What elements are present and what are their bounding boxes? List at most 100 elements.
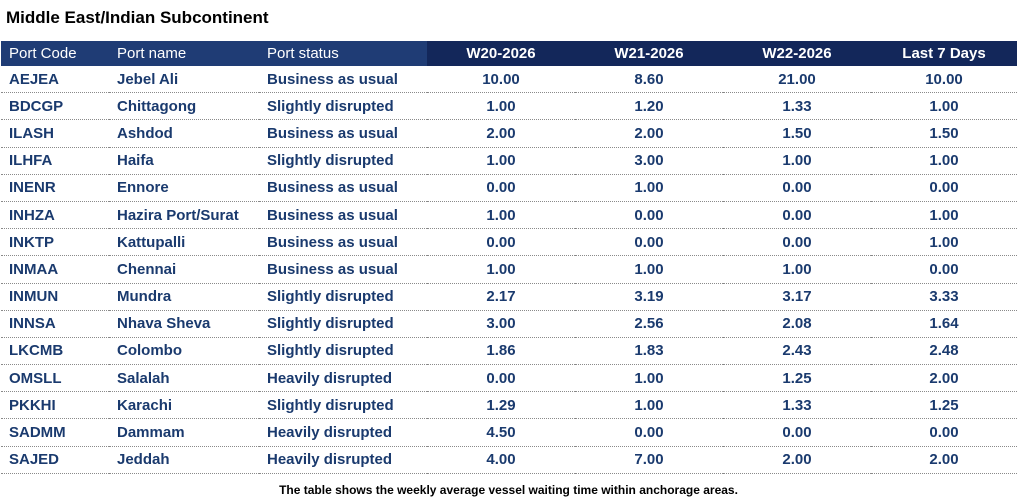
cell-last-7-days: 1.00 [871, 201, 1017, 230]
cell-port-name: Nhava Sheva [109, 310, 259, 338]
cell-port-name: Ennore [109, 174, 259, 202]
header-port-code: Port Code [1, 41, 109, 66]
cell-port-code: ILASH [1, 119, 109, 148]
cell-port-code: ILHFA [1, 147, 109, 175]
table-row: INMAA Chennai Business as usual 1.00 1.00 1.0… [1, 255, 1017, 284]
cell-w20: 1.00 [427, 201, 575, 230]
cell-w20: 1.00 [427, 147, 575, 175]
cell-w22: 2.08 [723, 310, 871, 338]
table-row: SADMM Dammam Heavily disrupted 4.50 0.00 0.00… [1, 418, 1017, 447]
cell-port-status: Slightly disrupted [259, 310, 427, 338]
header-last-7-days: Last 7 Days [871, 41, 1017, 66]
cell-port-code: SAJED [1, 446, 109, 474]
header-w21: W21-2026 [575, 41, 723, 66]
cell-port-status: Heavily disrupted [259, 418, 427, 447]
cell-w22: 3.17 [723, 283, 871, 311]
cell-port-name: Colombo [109, 337, 259, 366]
cell-last-7-days: 0.00 [871, 418, 1017, 447]
cell-port-name: Hazira Port/Surat [109, 201, 259, 230]
cell-port-code: INMUN [1, 283, 109, 311]
cell-w22: 1.33 [723, 391, 871, 420]
cell-w21: 0.00 [575, 418, 723, 447]
table-row: LKCMB Colombo Slightly disrupted 1.86 1.83 2.… [1, 337, 1017, 366]
cell-w21: 8.60 [575, 66, 723, 94]
cell-port-status: Slightly disrupted [259, 391, 427, 420]
cell-w22: 2.43 [723, 337, 871, 366]
table-row: SAJED Jeddah Heavily disrupted 4.00 7.00 2.00… [1, 446, 1017, 474]
cell-last-7-days: 1.50 [871, 119, 1017, 148]
cell-port-status: Business as usual [259, 201, 427, 230]
cell-w22: 2.00 [723, 446, 871, 474]
cell-port-name: Karachi [109, 391, 259, 420]
table-row: INKTP Kattupalli Business as usual 0.00 0.00… [1, 228, 1017, 257]
table-row: INMUN Mundra Slightly disrupted 2.17 3.19 3.1… [1, 283, 1017, 311]
cell-w20: 1.00 [427, 255, 575, 284]
cell-w22: 0.00 [723, 174, 871, 202]
cell-last-7-days: 2.00 [871, 446, 1017, 474]
cell-port-name: Kattupalli [109, 228, 259, 257]
cell-port-status: Business as usual [259, 228, 427, 257]
cell-port-code: INKTP [1, 228, 109, 257]
cell-last-7-days: 0.00 [871, 255, 1017, 284]
cell-last-7-days: 0.00 [871, 174, 1017, 202]
table-row: INENR Ennore Business as usual 0.00 1.00 0.00… [1, 174, 1017, 202]
table-row: ILASH Ashdod Business as usual 2.00 2.00 1.50… [1, 119, 1017, 148]
cell-port-status: Business as usual [259, 119, 427, 148]
cell-last-7-days: 1.00 [871, 228, 1017, 257]
cell-w21: 0.00 [575, 201, 723, 230]
footnote: The table shows the weekly average vesse… [279, 483, 738, 497]
cell-w22: 0.00 [723, 201, 871, 230]
cell-w22: 1.00 [723, 147, 871, 175]
cell-port-code: INMAA [1, 255, 109, 284]
cell-w22: 1.25 [723, 364, 871, 393]
cell-port-name: Haifa [109, 147, 259, 175]
cell-port-status: Slightly disrupted [259, 92, 427, 121]
cell-port-code: INENR [1, 174, 109, 202]
cell-port-status: Business as usual [259, 255, 427, 284]
cell-last-7-days: 2.48 [871, 337, 1017, 366]
port-waiting-table: Port Code Port name Port status W20-2026… [1, 41, 1017, 474]
header-w22: W22-2026 [723, 41, 871, 66]
cell-last-7-days: 3.33 [871, 283, 1017, 311]
cell-port-status: Business as usual [259, 66, 427, 94]
table-row: ILHFA Haifa Slightly disrupted 1.00 3.00 1.00… [1, 147, 1017, 175]
cell-port-status: Slightly disrupted [259, 147, 427, 175]
cell-w20: 4.50 [427, 418, 575, 447]
cell-w22: 0.00 [723, 418, 871, 447]
cell-w21: 1.83 [575, 337, 723, 366]
cell-port-name: Jebel Ali [109, 66, 259, 94]
cell-w20: 2.00 [427, 119, 575, 148]
cell-w21: 1.20 [575, 92, 723, 121]
cell-port-code: INNSA [1, 310, 109, 338]
cell-w21: 1.00 [575, 364, 723, 393]
table-body: AEJEA Jebel Ali Business as usual 10.00 8.60… [1, 66, 1017, 474]
table-row: OMSLL Salalah Heavily disrupted 0.00 1.00 1.2… [1, 364, 1017, 393]
cell-w22: 0.00 [723, 228, 871, 257]
cell-port-name: Salalah [109, 364, 259, 393]
header-w20: W20-2026 [427, 41, 575, 66]
cell-w21: 7.00 [575, 446, 723, 474]
cell-last-7-days: 2.00 [871, 364, 1017, 393]
table-row: PKKHI Karachi Slightly disrupted 1.29 1.00 1.… [1, 391, 1017, 420]
cell-w21: 3.19 [575, 283, 723, 311]
cell-port-code: PKKHI [1, 391, 109, 420]
cell-w22: 1.33 [723, 92, 871, 121]
cell-w20: 1.29 [427, 391, 575, 420]
cell-w20: 0.00 [427, 174, 575, 202]
cell-port-code: OMSLL [1, 364, 109, 393]
table-row: INNSA Nhava Sheva Slightly disrupted 3.00 2.… [1, 310, 1017, 338]
header-row: Port Code Port name Port status W20-2026… [1, 41, 1017, 66]
cell-last-7-days: 1.00 [871, 92, 1017, 121]
cell-w22: 1.00 [723, 255, 871, 284]
cell-w20: 1.00 [427, 92, 575, 121]
cell-w20: 3.00 [427, 310, 575, 338]
cell-w20: 4.00 [427, 446, 575, 474]
cell-w20: 2.17 [427, 283, 575, 311]
cell-port-code: BDCGP [1, 92, 109, 121]
table-row: BDCGP Chittagong Slightly disrupted 1.00 1.2… [1, 92, 1017, 121]
cell-port-code: INHZA [1, 201, 109, 230]
cell-w20: 0.00 [427, 228, 575, 257]
cell-w21: 0.00 [575, 228, 723, 257]
cell-port-name: Chennai [109, 255, 259, 284]
cell-last-7-days: 1.64 [871, 310, 1017, 338]
